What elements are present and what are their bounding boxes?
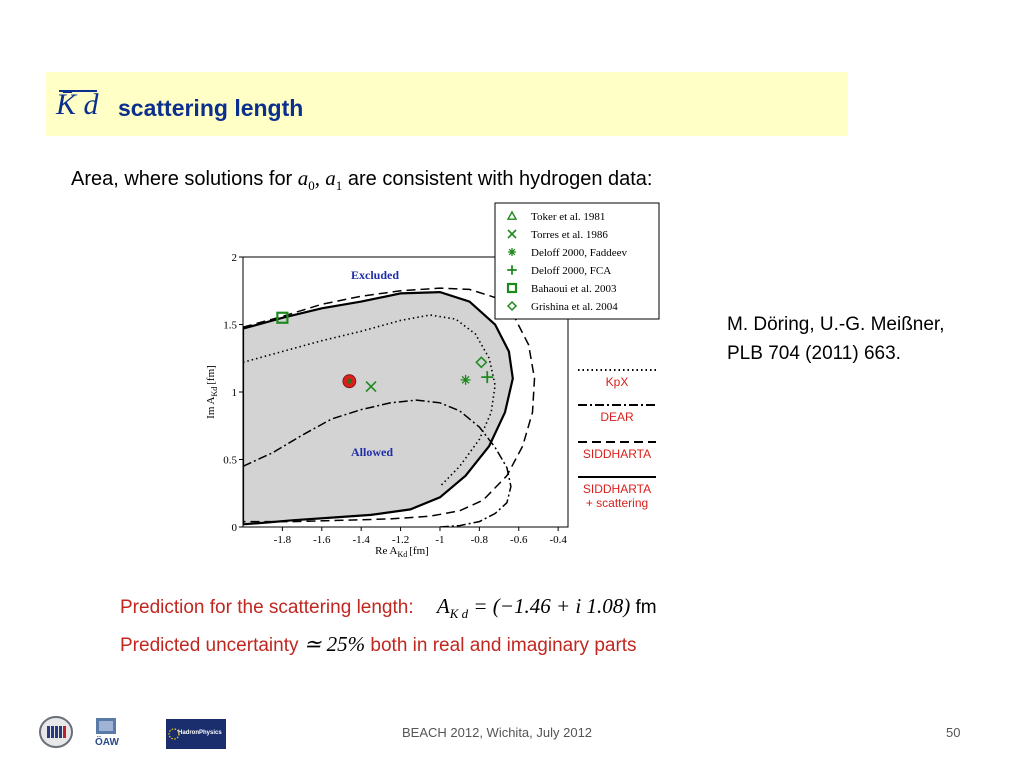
- legend-entry-4: Deloff 2000, FCA: [531, 265, 611, 277]
- marker-square-5: [276, 311, 289, 324]
- oaw-logo-text: ÖAW: [95, 737, 119, 748]
- oaw-emblem-icon: [96, 718, 116, 734]
- hadronphysics-logo-text: HadronPhysics: [178, 730, 222, 736]
- page-number: 50: [946, 725, 961, 740]
- x-tick-label-3: -1.4: [352, 534, 370, 546]
- scattering-length-chart: -1.8 -1.6 -1.4 -1.2 -1 -0.8 -0.6 -0.400.511.52 …: [205, 202, 660, 559]
- y-tick-label-5: 2: [232, 252, 238, 264]
- legend-entry-6: Grishina et al. 2004: [531, 301, 618, 313]
- smi-logo: [39, 716, 73, 748]
- subtitle: Area, where solutions for a0, a1 are con…: [71, 166, 653, 194]
- y-tick-label-3: 1: [232, 387, 238, 399]
- prediction-unit: fm: [635, 597, 657, 618]
- marker-diamond-6: [475, 356, 488, 369]
- citation-authors: M. Döring, U.-G. Meißner,: [727, 314, 945, 335]
- prediction-formula: AK d = (−1.46 + i 1.08): [436, 594, 631, 622]
- title-math: K̄ d: [56, 88, 99, 121]
- legend-marker-triangle: [506, 210, 518, 220]
- oaw-logo: ÖAW: [95, 716, 135, 752]
- allowed-region: [243, 290, 514, 526]
- hadronphysics-logo: HadronPhysics: [166, 719, 226, 749]
- subtitle-post: are consistent with hydrogen data:: [347, 168, 653, 190]
- x-axis-label: Re AKd [fm]: [375, 545, 429, 559]
- markers-layer: [276, 311, 494, 393]
- subtitle-pre: Area, where solutions for: [71, 168, 293, 190]
- prediction-label: Prediction for the scattering length:: [120, 597, 414, 618]
- curve-key-label-3: SIDDHARTA: [583, 447, 651, 461]
- x-tick-label-8: -0.4: [549, 534, 567, 546]
- uncertainty-post: both in real and imaginary parts: [370, 635, 637, 656]
- prediction-line: Prediction for the scattering length: AK…: [120, 594, 657, 622]
- uncertainty-line: Predicted uncertainty ≃ 25% both in real…: [120, 632, 637, 657]
- eu-stars-icon: [168, 728, 180, 740]
- x-tick-label-4: -1.2: [392, 534, 409, 546]
- title-bar: K̄ d scattering length: [46, 72, 848, 136]
- legend-marker-asterisk: [508, 248, 516, 256]
- slide-title: scattering length: [118, 95, 304, 121]
- y-axis-label: Im AKd[fm]: [205, 365, 219, 419]
- legend-marker-square: [506, 282, 518, 294]
- curve-2: [243, 399, 512, 527]
- marker-plus-4: [481, 371, 494, 384]
- y-tick-label-4: 1.5: [223, 320, 237, 332]
- legend-entry-2: Torres et al. 1986: [531, 229, 608, 241]
- legend-entry-3: Deloff 2000, Faddeev: [531, 247, 628, 259]
- curve-key-label-1: KpX: [606, 375, 629, 389]
- footer-event: BEACH 2012, Wichita, July 2012: [402, 725, 593, 740]
- y-tick-label-1: 0: [232, 522, 238, 534]
- x-tick-label-1: -1.8: [274, 534, 292, 546]
- region-label-allowed: Allowed: [351, 445, 393, 459]
- legend-marker-x: [507, 229, 517, 239]
- prediction-point-core: [346, 378, 352, 384]
- curve-key-label-2: DEAR: [600, 410, 634, 424]
- y-tick-label-2: 0.5: [223, 455, 237, 467]
- legend-box: [494, 202, 660, 320]
- x-tick-label-6: -0.8: [471, 534, 489, 546]
- legend-marker-plus: [507, 265, 517, 275]
- region-label-excluded: Excluded: [351, 268, 399, 282]
- x-tick-label-5: -1: [435, 534, 444, 546]
- legend-entry-1: Toker et al. 1981: [531, 211, 605, 223]
- curve-key: KpX DEAR SIDDHARTA SIDDHARTA + scattering: [578, 369, 656, 510]
- citation-journal: PLB 704 (2011) 663.: [727, 343, 901, 364]
- x-tick-label-7: -0.6: [510, 534, 528, 546]
- legend: Toker et al. 1981 Torres et al. 1986 Delof…: [494, 202, 660, 320]
- marker-x-2: [365, 381, 377, 393]
- citation: M. Döring, U.-G. Meißner, PLB 704 (2011)…: [727, 310, 945, 368]
- uncertainty-label: Predicted uncertainty: [120, 635, 299, 656]
- curve-3: [243, 287, 536, 523]
- uncertainty-value: ≃ 25%: [303, 632, 366, 656]
- subtitle-math: a0, a1: [297, 166, 343, 194]
- x-tick-label-2: -1.6: [313, 534, 331, 546]
- curve-key-label-4: SIDDHARTA + scattering: [583, 482, 651, 510]
- marker-asterisk-3: [460, 374, 471, 385]
- legend-marker-diamond: [506, 300, 518, 312]
- curve-1: [243, 314, 496, 488]
- legend-entry-5: Bahaoui et al. 2003: [531, 283, 617, 295]
